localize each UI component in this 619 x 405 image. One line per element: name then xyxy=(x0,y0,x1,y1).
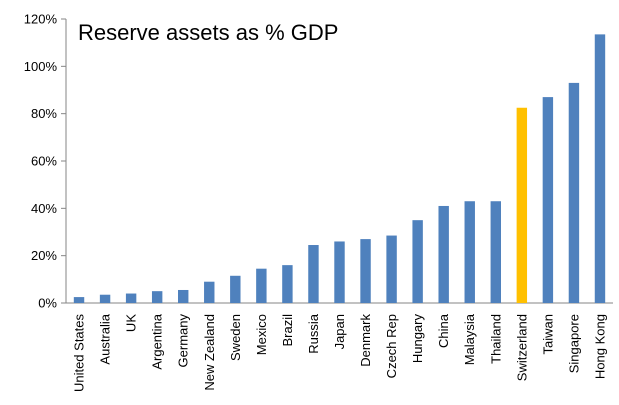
bar-new-zealand xyxy=(204,281,215,303)
bar-denmark xyxy=(360,239,371,303)
bar-sweden xyxy=(230,275,241,303)
x-tick-label: United States xyxy=(72,314,87,393)
bar-taiwan xyxy=(542,97,554,303)
x-tick-label: Hong Kong xyxy=(592,314,607,379)
chart-title: Reserve assets as % GDP xyxy=(78,20,338,45)
x-tick-label: Czech Rep xyxy=(384,314,399,378)
bar-hungary xyxy=(412,220,423,303)
x-tick-label: UK xyxy=(124,314,139,332)
x-tick-label: Australia xyxy=(98,313,113,364)
bar-australia xyxy=(99,294,111,303)
x-tick-label: Hungary xyxy=(410,314,425,364)
bar-thailand xyxy=(490,201,501,303)
bar-malaysia xyxy=(464,201,475,303)
x-tick-label: China xyxy=(436,313,451,348)
x-tick-label: Germany xyxy=(176,314,191,368)
bar-mexico xyxy=(256,268,267,303)
bar-hong-kong xyxy=(594,34,606,304)
y-axis: 0% 20% 40% 60% 80% 100% 120% xyxy=(24,12,67,311)
y-tick-label: 80% xyxy=(31,106,57,121)
bar-china xyxy=(438,205,449,303)
y-tick-label: 120% xyxy=(24,12,58,27)
y-tick-label: 60% xyxy=(31,154,57,169)
x-tick-label: Thailand xyxy=(488,314,503,364)
bar-uk xyxy=(125,293,137,303)
bar-switzerland xyxy=(516,107,528,303)
x-tick-label: Malaysia xyxy=(462,313,477,365)
x-tick-label: Japan xyxy=(332,314,347,349)
bar-singapore xyxy=(568,82,580,304)
x-tick-label: Russia xyxy=(306,313,321,354)
x-tick-label: Brazil xyxy=(280,314,295,347)
x-tick-label: Sweden xyxy=(228,314,243,361)
x-tick-label: Mexico xyxy=(254,314,269,355)
y-tick-label: 20% xyxy=(31,248,57,263)
bar-argentina xyxy=(151,291,163,303)
x-tick-label: Denmark xyxy=(358,314,373,367)
bar-germany xyxy=(178,289,189,303)
y-tick-label: 40% xyxy=(31,201,57,216)
y-tick-label: 100% xyxy=(24,59,58,74)
x-tick-label: Taiwan xyxy=(540,314,555,354)
x-tick-label: Singapore xyxy=(566,314,581,373)
x-axis: United States Australia UK Argentina Germany… xyxy=(66,302,613,393)
y-tick-label: 0% xyxy=(38,296,57,311)
x-tick-label: Argentina xyxy=(150,313,165,369)
bar-brazil xyxy=(282,265,293,303)
bar-japan xyxy=(334,241,345,303)
x-tick-label: New Zealand xyxy=(202,314,217,391)
x-tick-label: Switzerland xyxy=(514,314,529,381)
bar-united-states xyxy=(73,297,85,303)
bar-russia xyxy=(308,245,319,303)
bar-series xyxy=(73,34,606,304)
bar-czech-rep xyxy=(386,235,397,303)
